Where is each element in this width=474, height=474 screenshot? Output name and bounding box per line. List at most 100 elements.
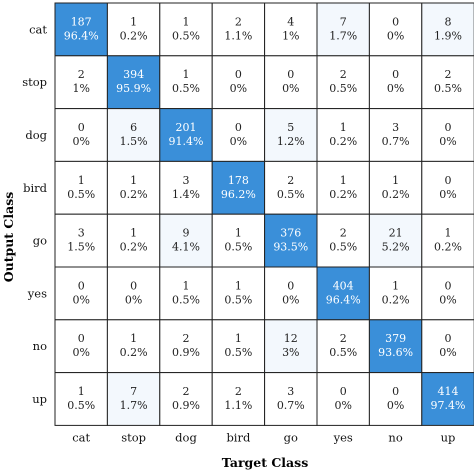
cell-background: [421, 55, 474, 110]
matrix-cell: 21.1%: [211, 372, 266, 426]
cell-count: 0: [78, 121, 85, 134]
cell-count: 4: [287, 15, 294, 28]
cell-count: 2: [340, 227, 347, 240]
y-tick-label: cat: [29, 22, 47, 36]
matrix-cell: 10.2%: [316, 108, 370, 162]
cell-percent: 93.6%: [378, 346, 413, 359]
matrix-cell: 30.7%: [368, 108, 423, 162]
cell-background: [316, 372, 370, 426]
cell-percent: 0.5%: [224, 293, 252, 306]
cell-percent: 0%: [439, 135, 456, 148]
cell-count: 5: [287, 121, 294, 134]
cell-count: 2: [78, 68, 85, 81]
cell-percent: 0%: [230, 82, 247, 95]
cell-percent: 1.4%: [172, 188, 200, 201]
cell-percent: 0.7%: [277, 399, 305, 412]
cell-count: 0: [78, 332, 85, 345]
cell-percent: 0.2%: [434, 241, 462, 254]
cell-percent: 0.2%: [120, 29, 148, 42]
matrix-cell: 215.2%: [368, 213, 423, 268]
cell-count: 0: [392, 15, 399, 28]
matrix-cell: 10.2%: [421, 213, 474, 268]
cell-percent: 1.5%: [120, 135, 148, 148]
cell-background: [54, 2, 108, 57]
cell-count: 8: [445, 15, 452, 28]
cell-background: [421, 266, 474, 321]
cell-percent: 0.2%: [382, 293, 410, 306]
x-tick-labels: cat stop dog bird go yes no up: [72, 430, 455, 444]
cell-percent: 0%: [72, 293, 89, 306]
matrix-cells: 18796.4%10.2%10.5%21.1%41%71.7%00%81.9%2…: [54, 2, 474, 426]
cell-count: 1: [392, 279, 399, 292]
cell-count: 1: [130, 15, 137, 28]
cell-percent: 0.5%: [172, 29, 200, 42]
matrix-cell: 30.7%: [264, 372, 318, 426]
cell-background: [211, 372, 266, 426]
cell-count: 1: [78, 385, 85, 398]
matrix-cell: 00%: [316, 372, 370, 426]
cell-background: [264, 55, 318, 110]
cell-count: 178: [228, 174, 249, 187]
cell-count: 1: [235, 332, 242, 345]
cell-percent: 91.4%: [169, 135, 204, 148]
matrix-cell: 00%: [421, 319, 474, 374]
cell-count: 201: [176, 121, 197, 134]
cell-percent: 0.2%: [120, 188, 148, 201]
cell-count: 404: [333, 279, 354, 292]
cell-count: 0: [392, 68, 399, 81]
matrix-cell: 71.7%: [316, 2, 370, 57]
matrix-cell: 10.5%: [54, 160, 108, 215]
matrix-cell: 00%: [264, 266, 318, 321]
cell-count: 379: [385, 332, 406, 345]
cell-percent: 0%: [282, 293, 299, 306]
cell-background: [106, 55, 161, 110]
cell-percent: 97.4%: [431, 399, 466, 412]
cell-count: 0: [445, 174, 452, 187]
cell-percent: 1.2%: [277, 135, 305, 148]
y-tick-label: no: [33, 339, 47, 353]
cell-background: [54, 108, 108, 162]
cell-percent: 0%: [334, 399, 351, 412]
cell-percent: 0%: [387, 82, 404, 95]
x-tick-label: cat: [72, 430, 90, 444]
matrix-cell: 10.2%: [106, 213, 161, 268]
cell-percent: 5.2%: [382, 241, 410, 254]
matrix-cell: 61.5%: [106, 108, 161, 162]
cell-percent: 0%: [439, 346, 456, 359]
x-tick-label: dog: [175, 430, 197, 444]
cell-count: 0: [287, 279, 294, 292]
y-tick-label: yes: [27, 286, 47, 300]
cell-percent: 0.2%: [382, 188, 410, 201]
cell-count: 21: [389, 227, 403, 240]
cell-background: [106, 319, 161, 374]
cell-percent: 0.5%: [172, 293, 200, 306]
cell-background: [421, 319, 474, 374]
cell-percent: 96.4%: [326, 293, 361, 306]
x-tick-label: no: [388, 430, 402, 444]
cell-percent: 0.2%: [329, 135, 357, 148]
cell-background: [264, 266, 318, 321]
cell-background: [54, 266, 108, 321]
cell-background: [421, 160, 474, 215]
cell-background: [368, 266, 423, 321]
matrix-cell: 21.1%: [211, 2, 266, 57]
matrix-cell: 10.5%: [211, 266, 266, 321]
cell-count: 187: [71, 15, 92, 28]
matrix-cell: 10.5%: [159, 266, 213, 321]
matrix-cell: 20.5%: [264, 160, 318, 215]
cell-count: 9: [183, 227, 190, 240]
matrix-cell: 41%: [264, 2, 318, 57]
cell-background: [316, 160, 370, 215]
cell-percent: 1%: [282, 29, 299, 42]
matrix-cell: 00%: [54, 266, 108, 321]
y-tick-labels: cat stop dog bird go yes no up: [22, 22, 47, 406]
matrix-cell: 00%: [211, 108, 266, 162]
matrix-cell: 20.9%: [159, 319, 213, 374]
matrix-cell: 10.2%: [368, 266, 423, 321]
cell-percent: 0.2%: [329, 188, 357, 201]
cell-background: [211, 55, 266, 110]
